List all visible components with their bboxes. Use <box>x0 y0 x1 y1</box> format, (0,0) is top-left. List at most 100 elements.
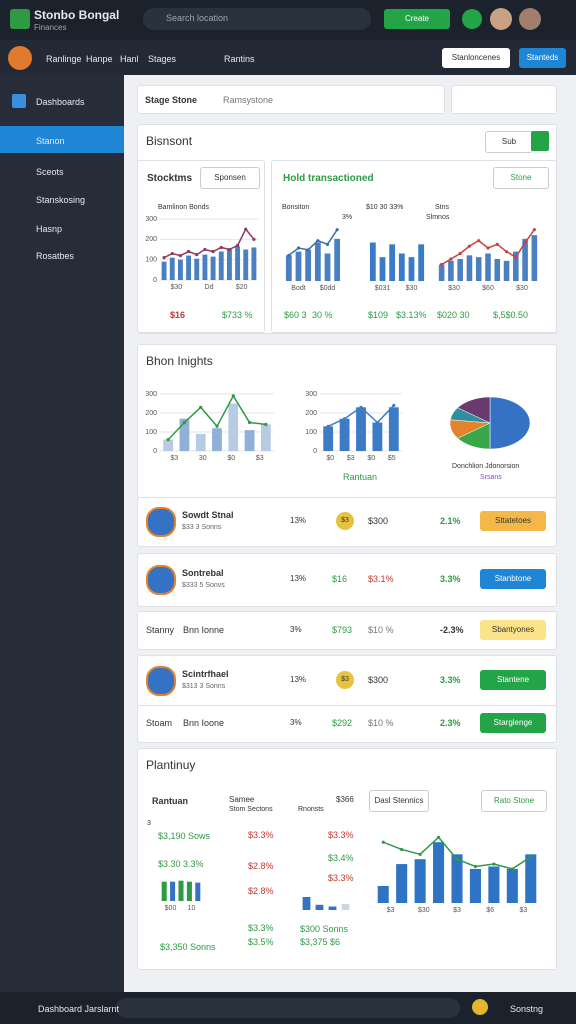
y-tick-label: 0 <box>153 277 157 284</box>
sidebar-item[interactable]: Stanon <box>36 136 65 146</box>
row-pct: 13% <box>290 516 307 525</box>
row-pct: 3% <box>290 718 302 727</box>
x-tick-label: $30 <box>418 907 430 914</box>
line-point <box>473 864 478 869</box>
search-bar[interactable] <box>137 85 445 114</box>
bar <box>169 257 175 280</box>
line-point <box>178 254 183 258</box>
line-point <box>244 227 248 231</box>
row-action[interactable]: Starglenge <box>480 713 546 733</box>
x-tick-label: $0 <box>367 455 375 462</box>
row-sub: $333 5 Sonvs <box>182 582 225 589</box>
y-tick-label: 300 <box>305 391 317 398</box>
nav-item[interactable]: Ranlinge <box>46 54 82 64</box>
line-point <box>467 244 472 248</box>
bar <box>377 885 389 903</box>
stat: $3.3% <box>328 873 354 883</box>
holding-chart: Bodt $0dd <box>285 228 341 292</box>
x-tick-label: $3 <box>170 455 178 462</box>
line-point <box>195 252 199 257</box>
nav-button[interactable]: Stanteds <box>519 48 566 68</box>
sidebar-title: Dashboards <box>36 97 85 107</box>
sidebar-item[interactable]: Stanskosing <box>36 195 86 205</box>
line-point <box>523 240 527 245</box>
row-name: Sontrebal <box>182 568 224 578</box>
y-tick-label: 100 <box>145 429 157 436</box>
icon-button[interactable] <box>462 9 482 29</box>
stocks-chart: 0 100 200 300 $30 Dd $20 <box>145 216 258 291</box>
bar <box>194 258 200 280</box>
stat: $60 3 <box>284 310 307 320</box>
stat: $3.5% <box>248 937 274 947</box>
stat: $3.4% <box>328 853 354 863</box>
insight-chart: 0 100 200 300 $3 30 $0 $3 <box>145 391 274 462</box>
row-action[interactable]: Stantene <box>480 670 546 690</box>
bar <box>170 881 176 901</box>
avatar[interactable] <box>519 8 541 30</box>
nav-logo[interactable] <box>8 46 32 70</box>
bar <box>466 255 473 281</box>
y-tick-label: 300 <box>145 391 157 398</box>
panel-label: Stns <box>435 204 450 211</box>
check-button[interactable] <box>531 131 549 151</box>
line-point <box>510 867 514 871</box>
bar <box>285 255 292 281</box>
x-tick-label: 10 <box>188 905 196 912</box>
line-point <box>343 417 347 421</box>
row-name: Sowdt Stnal <box>182 510 234 520</box>
row-pct: 3% <box>290 624 302 634</box>
stat: $109 <box>368 310 389 320</box>
sub-button[interactable]: Sub <box>485 131 533 153</box>
avatar[interactable] <box>490 8 512 30</box>
y-tick-label: 0 <box>313 448 317 455</box>
nav-item[interactable]: Rantins <box>224 54 255 64</box>
x-tick-label: $3 <box>256 455 264 462</box>
row-action[interactable]: Sttatetoes <box>480 511 546 531</box>
section-title: Plantinuy <box>146 758 196 772</box>
row-name: Stanny <box>146 624 175 635</box>
line-point <box>477 239 481 243</box>
bar <box>531 235 538 281</box>
bar <box>433 842 445 903</box>
x-tick-label: Dd <box>205 284 214 291</box>
sidebar-item[interactable]: Rosatbes <box>36 251 75 261</box>
bar <box>202 254 208 280</box>
line-point <box>264 422 268 426</box>
row-action[interactable]: Sbantyones <box>480 619 546 640</box>
trend-line <box>288 229 338 256</box>
bar <box>243 249 249 280</box>
nav-item[interactable]: Hanl <box>120 54 139 64</box>
bar <box>179 418 190 451</box>
row-value: $3.1% <box>368 574 394 584</box>
plan-button[interactable]: Dasl Stennics <box>369 790 429 812</box>
dropdown[interactable]: Sponsen <box>200 167 260 189</box>
brand: Stonbo Bongal <box>34 8 120 22</box>
filter-box[interactable] <box>451 85 557 114</box>
line-point <box>495 242 499 246</box>
row-pct: 13% <box>290 574 307 583</box>
row-change: 2.1% <box>440 516 461 526</box>
search-label: Stage Stone <box>145 95 198 105</box>
row-extra: $16 <box>332 574 348 584</box>
line-point <box>199 405 203 409</box>
bar <box>251 247 257 280</box>
col-chart <box>302 897 350 910</box>
bar <box>488 866 500 903</box>
sidebar-item[interactable]: Sceots <box>36 167 64 177</box>
line-point <box>306 248 310 252</box>
row-avatar <box>146 507 176 537</box>
nav-item[interactable]: Stages <box>148 54 177 64</box>
nav-item[interactable]: Hanpe <box>86 54 113 64</box>
search-box[interactable] <box>143 8 371 30</box>
row-action[interactable]: Stanbtone <box>480 569 546 589</box>
logo[interactable] <box>10 9 30 29</box>
create-button[interactable]: Create <box>384 9 450 29</box>
line-point <box>203 247 207 252</box>
plan-dropdown[interactable]: Rato Stone <box>481 790 547 812</box>
tagline: Finances <box>34 23 67 32</box>
dropdown[interactable]: Stone <box>493 167 549 189</box>
nav-dropdown[interactable]: Stanloncenes <box>442 48 510 68</box>
footer-icon[interactable] <box>472 999 488 1015</box>
line-point <box>504 250 509 254</box>
sidebar-item[interactable]: Hasnp <box>36 224 63 234</box>
